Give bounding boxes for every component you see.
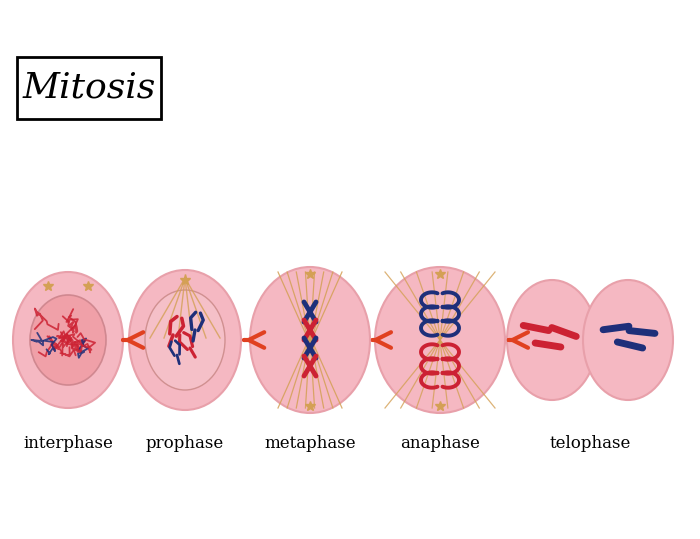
Text: telophase: telophase bbox=[550, 435, 631, 452]
Ellipse shape bbox=[250, 267, 370, 413]
Ellipse shape bbox=[375, 267, 505, 413]
Ellipse shape bbox=[13, 272, 123, 408]
Ellipse shape bbox=[145, 290, 225, 390]
Text: metaphase: metaphase bbox=[264, 435, 356, 452]
Ellipse shape bbox=[30, 295, 106, 385]
Ellipse shape bbox=[129, 270, 241, 410]
Text: anaphase: anaphase bbox=[400, 435, 480, 452]
Text: prophase: prophase bbox=[146, 435, 224, 452]
Ellipse shape bbox=[583, 280, 673, 400]
Text: interphase: interphase bbox=[23, 435, 113, 452]
Text: Mitosis: Mitosis bbox=[22, 71, 155, 105]
FancyBboxPatch shape bbox=[17, 57, 161, 119]
Ellipse shape bbox=[507, 280, 597, 400]
